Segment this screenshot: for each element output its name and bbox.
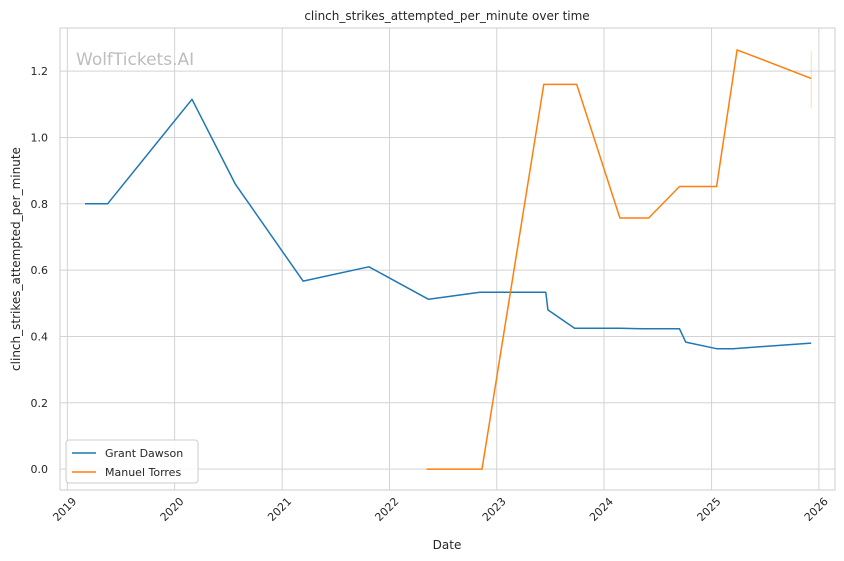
y-tick-label: 0.0 — [31, 463, 49, 476]
y-tick-label: 0.6 — [31, 264, 49, 277]
legend: Grant Dawson Manuel Torres — [65, 439, 199, 484]
legend-label-manuel-torres: Manuel Torres — [105, 466, 181, 479]
series-line-manuel-torres — [426, 49, 812, 470]
y-axis-ticks: 0.0 0.2 0.4 0.6 0.8 1.0 1.2 — [31, 65, 49, 476]
legend-label-grant-dawson: Grant Dawson — [105, 447, 183, 460]
y-tick-label: 1.2 — [31, 65, 49, 78]
y-tick-label: 0.2 — [31, 397, 49, 410]
watermark: WolfTickets.AI — [76, 50, 194, 70]
series-line-grant-dawson — [85, 98, 812, 350]
y-axis-label: clinch_strikes_attempted_per_minute — [9, 147, 23, 371]
y-tick-label: 0.4 — [31, 330, 49, 343]
x-axis-label: Date — [433, 538, 462, 552]
y-tick-label: 1.0 — [31, 131, 49, 144]
plot-frame — [59, 27, 836, 491]
y-tick-label: 0.8 — [31, 198, 49, 211]
legend-box — [65, 439, 199, 484]
series-layer — [85, 49, 812, 470]
chart-title: clinch_strikes_attempted_per_minute over… — [304, 9, 589, 23]
plot-area — [59, 27, 836, 491]
